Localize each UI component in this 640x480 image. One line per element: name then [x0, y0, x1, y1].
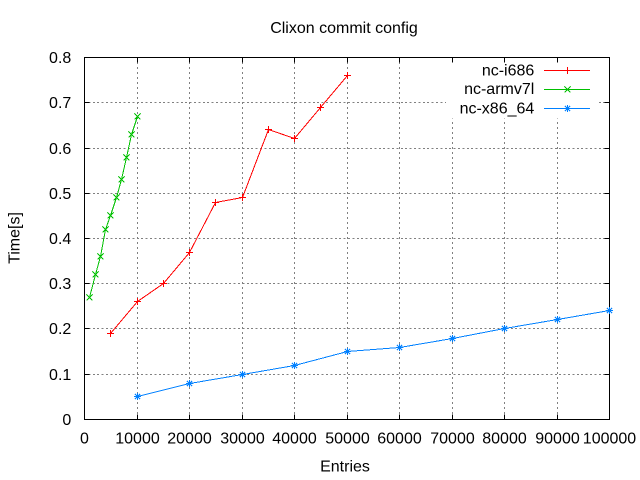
svg-text:30000: 30000 — [220, 431, 265, 448]
svg-text:nc-x86_64: nc-x86_64 — [460, 100, 535, 117]
svg-text:nc-armv7l: nc-armv7l — [464, 81, 534, 98]
svg-text:0.6: 0.6 — [49, 141, 71, 158]
svg-text:80000: 80000 — [482, 431, 527, 448]
svg-text:0.8: 0.8 — [49, 50, 71, 67]
svg-text:0: 0 — [80, 431, 89, 448]
svg-text:40000: 40000 — [272, 431, 317, 448]
svg-text:0.3: 0.3 — [49, 276, 71, 293]
svg-text:0.4: 0.4 — [49, 231, 71, 248]
svg-text:60000: 60000 — [377, 431, 422, 448]
svg-text:0.1: 0.1 — [49, 367, 71, 384]
svg-text:90000: 90000 — [535, 431, 580, 448]
svg-text:Time[s]: Time[s] — [7, 212, 24, 264]
svg-text:nc-i686: nc-i686 — [482, 63, 535, 80]
svg-text:0.7: 0.7 — [49, 95, 71, 112]
svg-text:50000: 50000 — [325, 431, 370, 448]
svg-text:20000: 20000 — [167, 431, 212, 448]
svg-text:70000: 70000 — [430, 431, 475, 448]
svg-text:Entries: Entries — [320, 459, 370, 476]
svg-text:Clixon commit config: Clixon commit config — [270, 20, 418, 37]
svg-text:0: 0 — [62, 412, 71, 429]
svg-text:100000: 100000 — [583, 431, 636, 448]
svg-text:0.5: 0.5 — [49, 186, 71, 203]
svg-text:10000: 10000 — [115, 431, 160, 448]
svg-text:0.2: 0.2 — [49, 321, 71, 338]
